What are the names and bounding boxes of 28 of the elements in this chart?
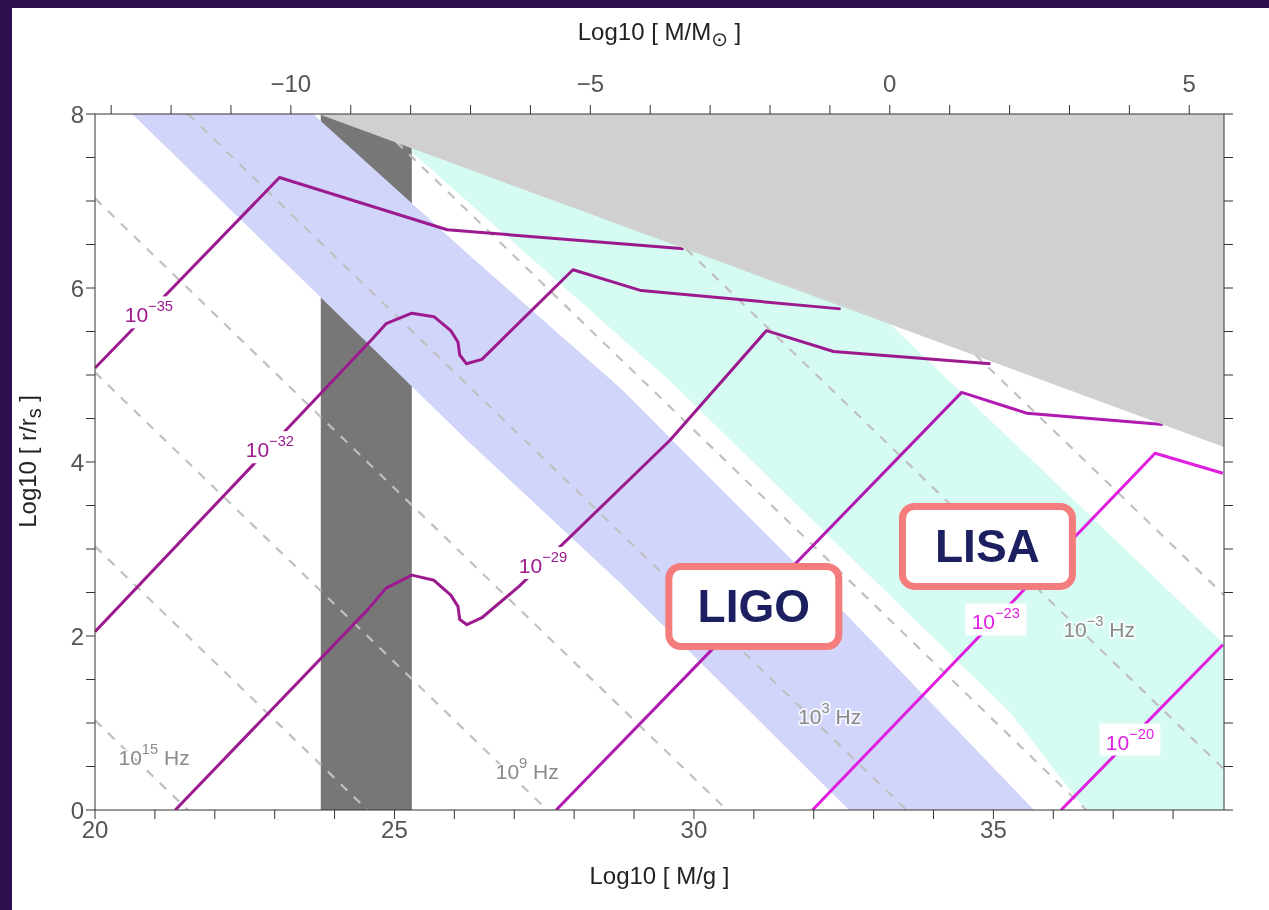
y-tick-label: 2: [70, 622, 84, 650]
annotation: 10$^{−20}$: [1105, 725, 1155, 754]
annotation: 10$^{−3}$ Hz: [1063, 612, 1136, 641]
x-tick-label: 20: [81, 816, 109, 844]
annotation: 10$^{−29}$: [518, 548, 568, 577]
annotation: LIGO: [697, 580, 811, 633]
annotation: 10$^{9}$ Hz: [495, 754, 559, 783]
y-tick-label: 4: [70, 448, 84, 476]
annotation: 10$^{3}$ Hz: [798, 699, 862, 728]
annotation: 10$^{−23}$: [971, 605, 1020, 633]
annotation: LISA: [935, 520, 1040, 573]
x2-tick-label: 5: [1182, 70, 1196, 97]
x2-tick-label: −10: [270, 70, 312, 97]
x-tick-label: 30: [680, 816, 708, 844]
line-series: [95, 268, 843, 634]
annotation: 10$^{−35}$: [124, 298, 174, 326]
y-tick-label: 0: [70, 796, 84, 824]
x2-tick-label: −5: [576, 70, 605, 97]
line-series: [95, 176, 686, 370]
x-axis-title: Log10 [ M/g ]: [588, 862, 731, 890]
y-tick-label: 8: [70, 100, 84, 128]
annotation: 10$^{−32}$: [245, 433, 295, 461]
annotation: 10$^{15}$ Hz: [118, 741, 190, 769]
x-tick-label: 35: [980, 816, 1007, 844]
x-tick-label: 25: [381, 816, 408, 844]
x2-axis-title: Log10 [ M/M$_{⊙}$ ]: [576, 18, 743, 51]
y-tick-label: 6: [70, 274, 84, 302]
x2-tick-label: 0: [883, 70, 897, 97]
